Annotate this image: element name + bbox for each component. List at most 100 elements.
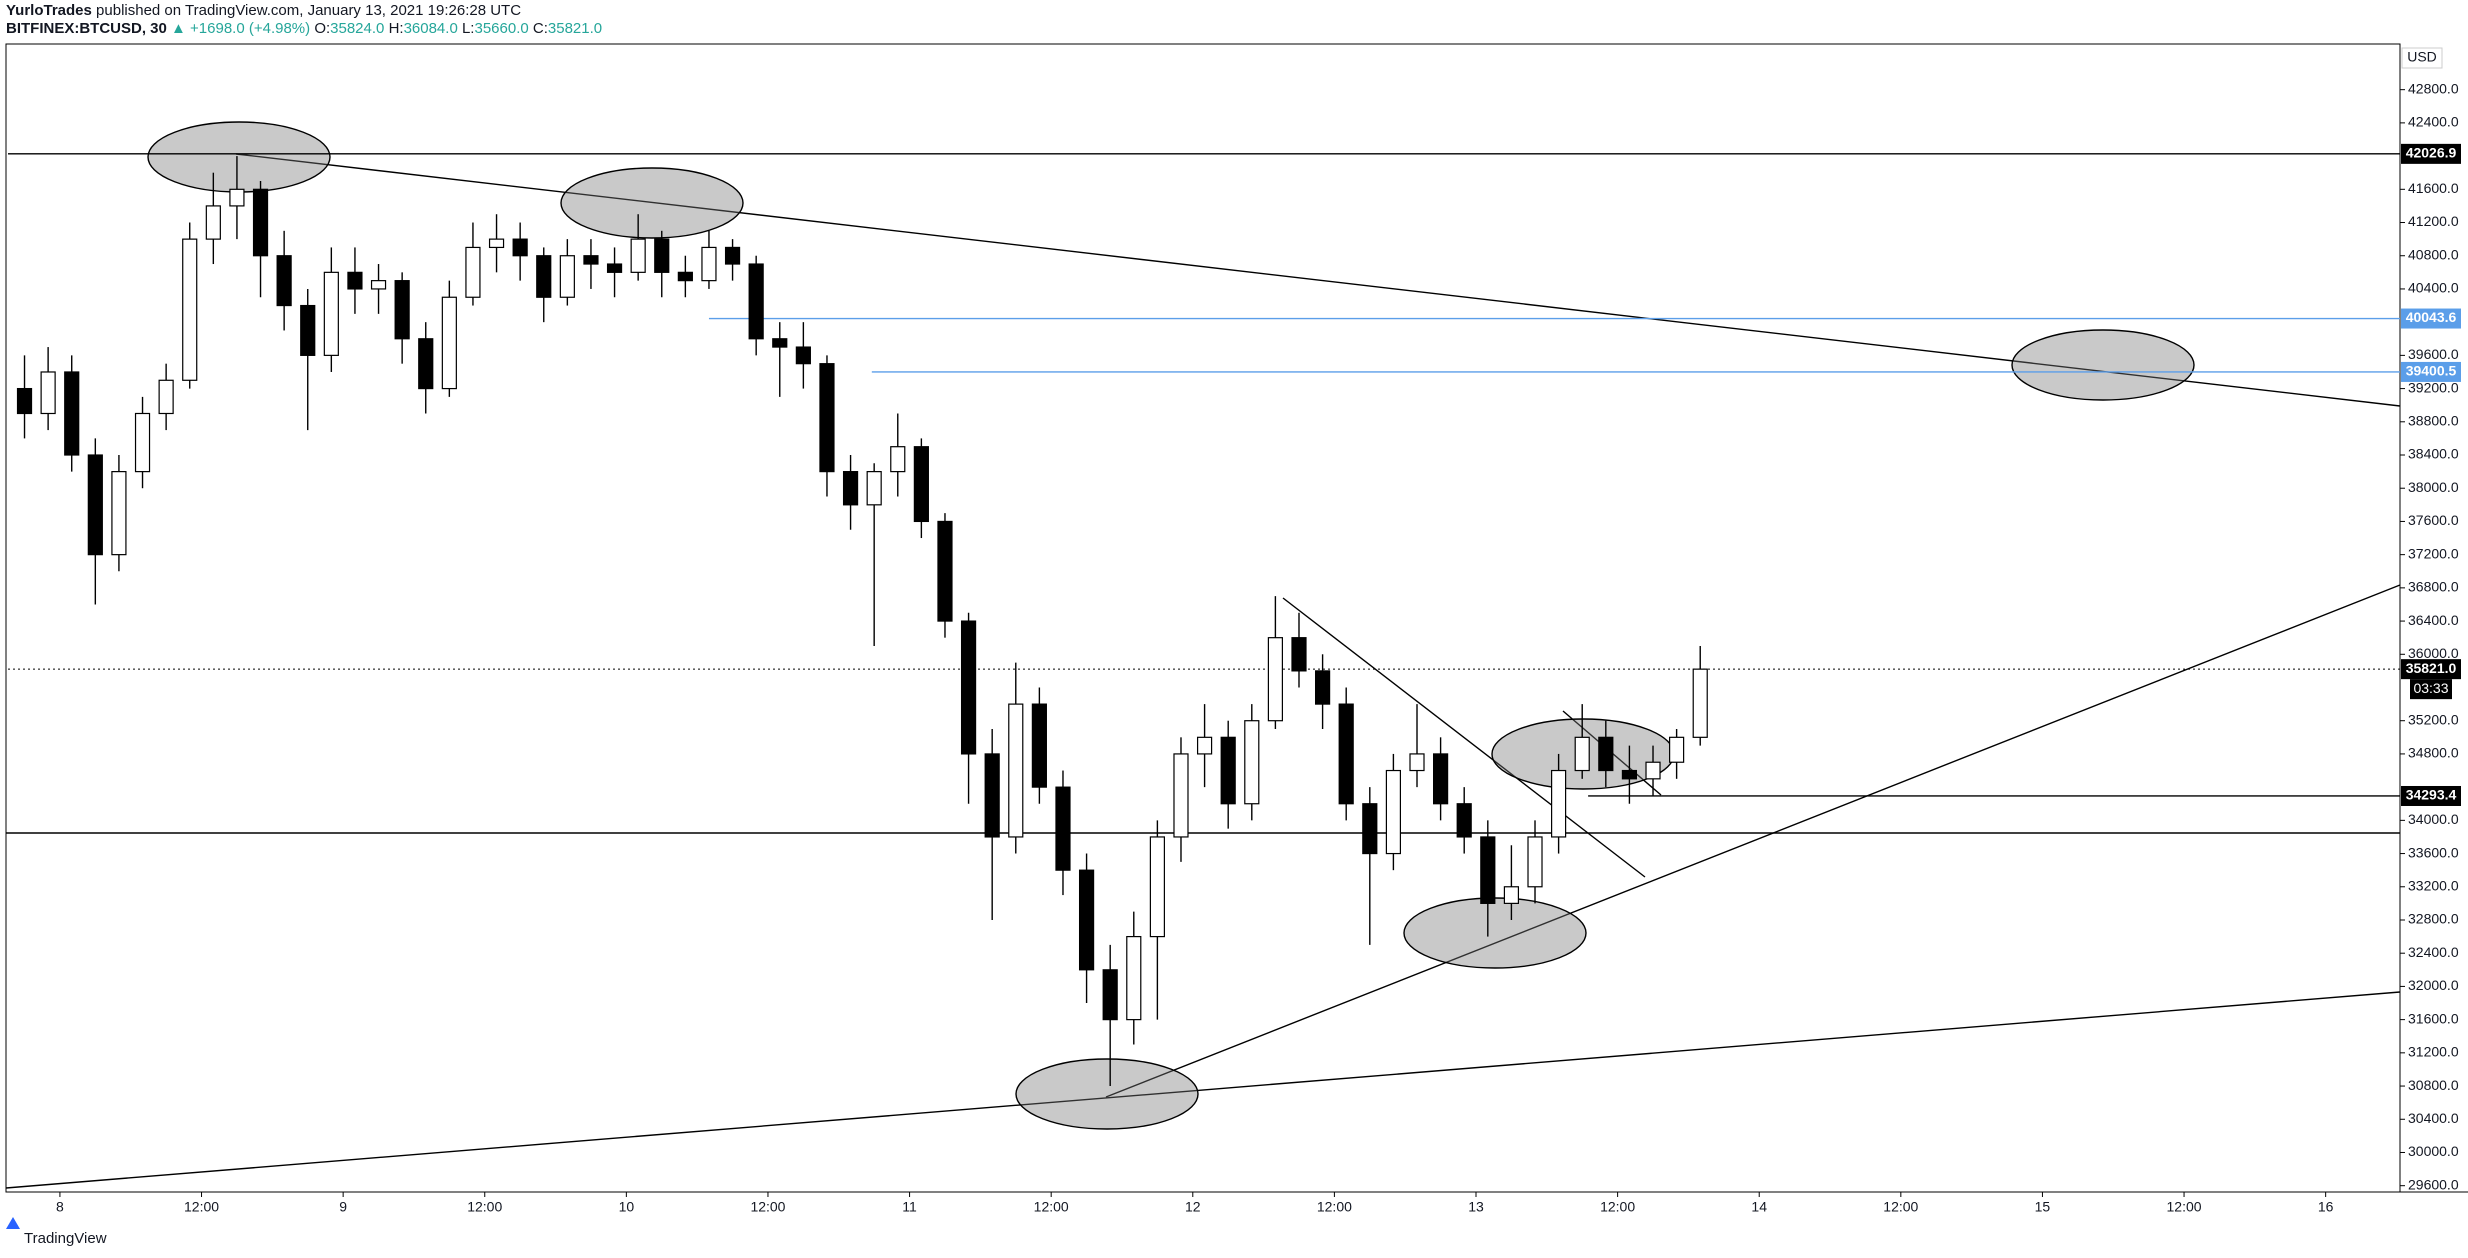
- y-tick-label: 35200.0: [2408, 711, 2459, 727]
- candle-body: [205, 205, 221, 240]
- y-tick-label: 29600.0: [2408, 1176, 2459, 1192]
- candle-body: [1031, 703, 1047, 788]
- y-tick-label: 38400.0: [2408, 446, 2459, 462]
- countdown-box: [2410, 679, 2452, 700]
- brand: TradingView: [24, 1230, 107, 1247]
- candle-body: [583, 255, 599, 265]
- ohlc-value: 35660.0: [474, 20, 529, 37]
- candle-body: [819, 363, 835, 473]
- x-tick-label: 15: [2035, 1199, 2051, 1215]
- ohlc-label: H:: [388, 20, 404, 37]
- header: YurloTrades published on TradingView.com…: [6, 2, 602, 38]
- x-tick-label: 12:00: [184, 1199, 219, 1215]
- candle-body: [1645, 761, 1661, 780]
- countdown: 03:33: [2413, 680, 2448, 696]
- x-tick-label: 12:00: [1883, 1199, 1918, 1215]
- ohlc-label: C:: [532, 20, 548, 37]
- y-tick-label: 34000.0: [2408, 811, 2459, 827]
- candle-body: [984, 753, 1000, 838]
- candle-body: [1267, 637, 1283, 722]
- y-tick-label: 32000.0: [2408, 977, 2459, 993]
- candle-body: [913, 446, 929, 523]
- ohlc-value: 35824.0: [330, 20, 385, 37]
- y-tick-label: 32800.0: [2408, 911, 2459, 927]
- candle-body: [1196, 736, 1213, 755]
- ohlc-value: 36084.0: [403, 20, 458, 37]
- y-tick-label: 33200.0: [2408, 877, 2459, 893]
- trendline: [1105, 584, 2401, 1098]
- x-tick-label: 10: [619, 1199, 635, 1215]
- candle-body: [1692, 668, 1708, 738]
- y-tick-label: 31200.0: [2408, 1044, 2459, 1060]
- price-label: 40043.6: [2406, 309, 2457, 325]
- candle-body: [300, 304, 316, 356]
- ohlc: O:35824.0 H:36084.0 L:35660.0 C:35821.0: [314, 20, 602, 37]
- y-tick-label: 38000.0: [2408, 479, 2459, 495]
- highlight-zone: [1015, 1058, 1199, 1130]
- ohlc-label: O:: [314, 20, 331, 37]
- candle-body: [1173, 753, 1189, 838]
- price-label: 34293.4: [2406, 787, 2457, 803]
- candle-body: [134, 412, 151, 473]
- y-tick-label: 37600.0: [2408, 512, 2459, 528]
- candle-body: [182, 238, 198, 381]
- candle-body: [1078, 869, 1095, 971]
- candle-body: [488, 238, 505, 249]
- y-tick-label: 36000.0: [2408, 645, 2459, 661]
- y-tick-label: 36800.0: [2408, 579, 2459, 595]
- candle-body: [937, 520, 953, 622]
- candle-body: [842, 471, 859, 506]
- candle-body: [512, 238, 528, 257]
- y-tick-label: 42400.0: [2408, 114, 2459, 130]
- candle-body: [866, 471, 882, 506]
- candle-body: [158, 379, 174, 415]
- highlight-zone: [560, 167, 744, 239]
- candle-body: [724, 246, 741, 265]
- candle-body: [890, 446, 906, 473]
- candle-body: [1598, 736, 1614, 772]
- x-tick-label: 9: [339, 1199, 347, 1215]
- y-tick-label: 40400.0: [2408, 280, 2459, 296]
- candle-body: [606, 263, 623, 273]
- price-label-box: [2401, 361, 2461, 382]
- currency-box: [2401, 47, 2443, 69]
- ohlc-label: L:: [461, 20, 475, 37]
- candle-body: [1055, 786, 1071, 871]
- candle-body: [559, 255, 575, 298]
- candle-body: [394, 280, 410, 340]
- candle-body: [1102, 969, 1118, 1021]
- candle-body: [1244, 720, 1260, 805]
- candle-body: [441, 296, 457, 390]
- candle-body: [1621, 769, 1638, 780]
- ohlc-value: 35821.0: [547, 20, 603, 37]
- price-label: 35821.0: [2406, 660, 2457, 676]
- x-tick-label: 13: [1468, 1199, 1484, 1215]
- y-tick-label: 39600.0: [2408, 346, 2459, 362]
- candle-body: [1314, 670, 1331, 705]
- x-tick-label: 12:00: [467, 1199, 502, 1215]
- candle-body: [111, 471, 127, 556]
- x-tick-label: 12:00: [1034, 1199, 1069, 1215]
- x-tick-label: 14: [1751, 1199, 1767, 1215]
- trendline: [5, 991, 2401, 1189]
- price-label: 39400.5: [2406, 363, 2457, 379]
- y-tick-label: 36400.0: [2408, 612, 2459, 628]
- candle-body: [772, 338, 788, 348]
- y-tick-label: 41200.0: [2408, 213, 2459, 229]
- candle-body: [677, 271, 693, 282]
- x-tick-label: 12: [1185, 1199, 1201, 1215]
- publish-line: YurloTrades published on TradingView.com…: [6, 2, 602, 20]
- x-tick-label: 16: [2318, 1199, 2334, 1215]
- candle-body: [1149, 836, 1165, 938]
- x-tick-label: 11: [902, 1199, 917, 1215]
- change: ▲ +1698.0 (+4.98%): [171, 20, 311, 37]
- y-tick-label: 30800.0: [2408, 1077, 2459, 1093]
- candle-body: [630, 238, 646, 273]
- y-tick-label: 32400.0: [2408, 944, 2459, 960]
- price-label-box: [2401, 308, 2461, 329]
- currency: USD: [2407, 49, 2437, 65]
- candle-body: [1456, 803, 1472, 838]
- candle-body: [64, 371, 80, 456]
